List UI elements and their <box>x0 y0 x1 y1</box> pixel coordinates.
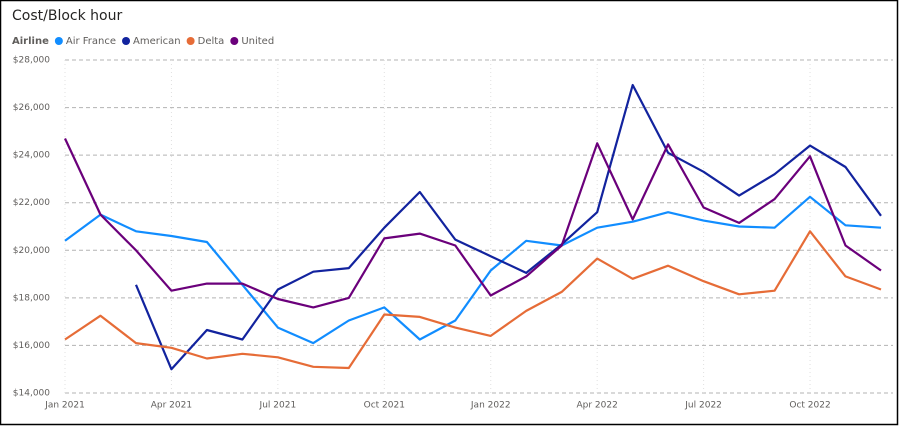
line-series <box>134 83 882 371</box>
legend-label: Delta <box>198 36 225 47</box>
y-tick-label: $18,000 <box>13 293 50 303</box>
line-series <box>64 195 882 345</box>
y-tick-label: $20,000 <box>13 246 50 256</box>
legend-title: Airline <box>12 36 49 47</box>
x-tick-label: Oct 2022 <box>789 401 830 411</box>
x-tick-label: Apr 2021 <box>151 401 192 411</box>
line-series <box>64 138 882 309</box>
y-tick-label: $26,000 <box>13 103 50 113</box>
y-tick-label: $24,000 <box>13 151 50 161</box>
legend-label: United <box>241 36 274 47</box>
x-tick-label: Jul 2021 <box>259 401 297 411</box>
line-series <box>64 230 882 370</box>
legend-label: Air France <box>66 36 116 47</box>
x-tick-label: Jul 2022 <box>684 401 722 411</box>
legend-marker <box>54 37 63 45</box>
chart-title: Cost/Block hour <box>12 8 122 24</box>
legend-marker <box>186 37 195 45</box>
y-tick-label: $16,000 <box>13 341 50 351</box>
x-tick-label: Apr 2022 <box>577 401 618 411</box>
y-tick-label: $22,000 <box>13 198 50 208</box>
y-tick-label: $28,000 <box>13 56 50 66</box>
x-tick-label: Jan 2021 <box>44 401 85 411</box>
legend-label: American <box>133 36 181 47</box>
x-tick-label: Oct 2021 <box>364 401 405 411</box>
legend-marker <box>122 37 131 45</box>
y-tick-label: $14,000 <box>13 389 50 399</box>
legend-marker <box>230 37 239 45</box>
x-tick-label: Jan 2022 <box>470 401 511 411</box>
